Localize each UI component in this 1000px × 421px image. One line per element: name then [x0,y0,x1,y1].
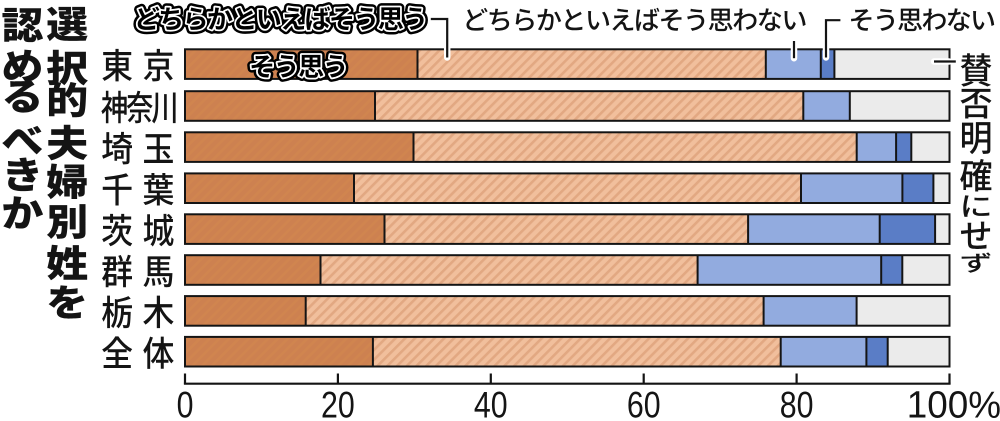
svg-text:40: 40 [474,385,508,421]
svg-text:60: 60 [627,385,661,421]
svg-text:20: 20 [321,385,355,421]
svg-text:0: 0 [177,385,194,421]
svg-text:80: 80 [780,385,814,421]
svg-text:100%: 100% [907,383,1000,421]
